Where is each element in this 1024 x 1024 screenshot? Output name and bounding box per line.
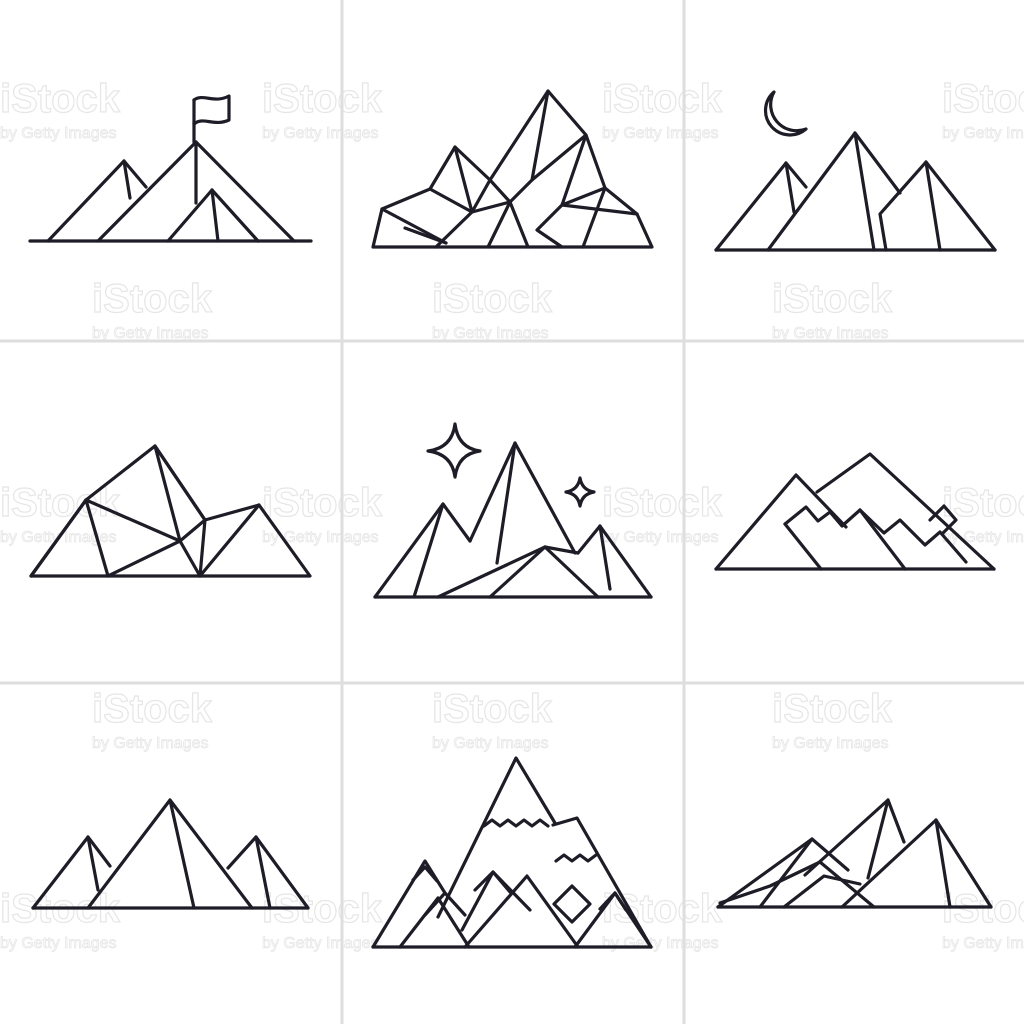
watermark-tagline: by Getty Images — [262, 125, 379, 142]
watermark-brand: iStock — [262, 77, 383, 121]
mountains-moon-icon — [714, 90, 997, 252]
three-peaks-icon — [31, 798, 310, 910]
watermark-brand: iStock — [772, 687, 893, 731]
watermark-tagline: by Getty Images — [602, 529, 719, 546]
watermark-layer: iStock by Getty Images iStock by Getty I… — [0, 76, 1024, 952]
watermark-tagline: by Getty Images — [942, 125, 1024, 142]
watermark-tagline: by Getty Images — [602, 125, 719, 142]
watermark-tagline: by Getty Images — [602, 935, 719, 952]
watermark-brand: iStock — [0, 481, 121, 525]
watermark-tagline: by Getty Images — [92, 325, 209, 342]
watermark-brand: iStock — [602, 481, 723, 525]
watermark-brand: iStock — [602, 77, 723, 121]
mountain-flag-icon — [28, 94, 313, 243]
watermark-tagline: by Getty Images — [432, 325, 549, 342]
watermark-tagline: by Getty Images — [942, 935, 1024, 952]
watermark-brand: iStock — [772, 277, 893, 321]
watermark-brand: iStock — [0, 77, 121, 121]
watermark-brand: iStock — [942, 481, 1024, 525]
watermark-brand: iStock — [92, 277, 213, 321]
watermark-brand: iStock — [262, 481, 383, 525]
watermark-tagline: by Getty Images — [92, 735, 209, 752]
mountains-stars-icon — [373, 422, 653, 599]
watermark-tagline: by Getty Images — [432, 735, 549, 752]
watermark-tagline: by Getty Images — [0, 125, 117, 142]
faceted-mountain-icon — [371, 89, 654, 249]
watermark-brand: iStock — [92, 687, 213, 731]
watermark-tagline: by Getty Images — [262, 935, 379, 952]
snowcap-mountains-icon — [371, 756, 653, 949]
watermark-brand: iStock — [432, 687, 553, 731]
mountains-zigzag-icon — [714, 452, 996, 571]
watermark-brand: iStock — [942, 77, 1024, 121]
watermark-tagline: by Getty Images — [0, 935, 117, 952]
watermark-tagline: by Getty Images — [772, 325, 889, 342]
mountain-ridge-icon — [716, 798, 993, 909]
geometric-hill-icon — [29, 444, 312, 578]
watermark-tagline: by Getty Images — [262, 529, 379, 546]
watermark-tagline: by Getty Images — [772, 735, 889, 752]
watermark-brand: iStock — [432, 277, 553, 321]
